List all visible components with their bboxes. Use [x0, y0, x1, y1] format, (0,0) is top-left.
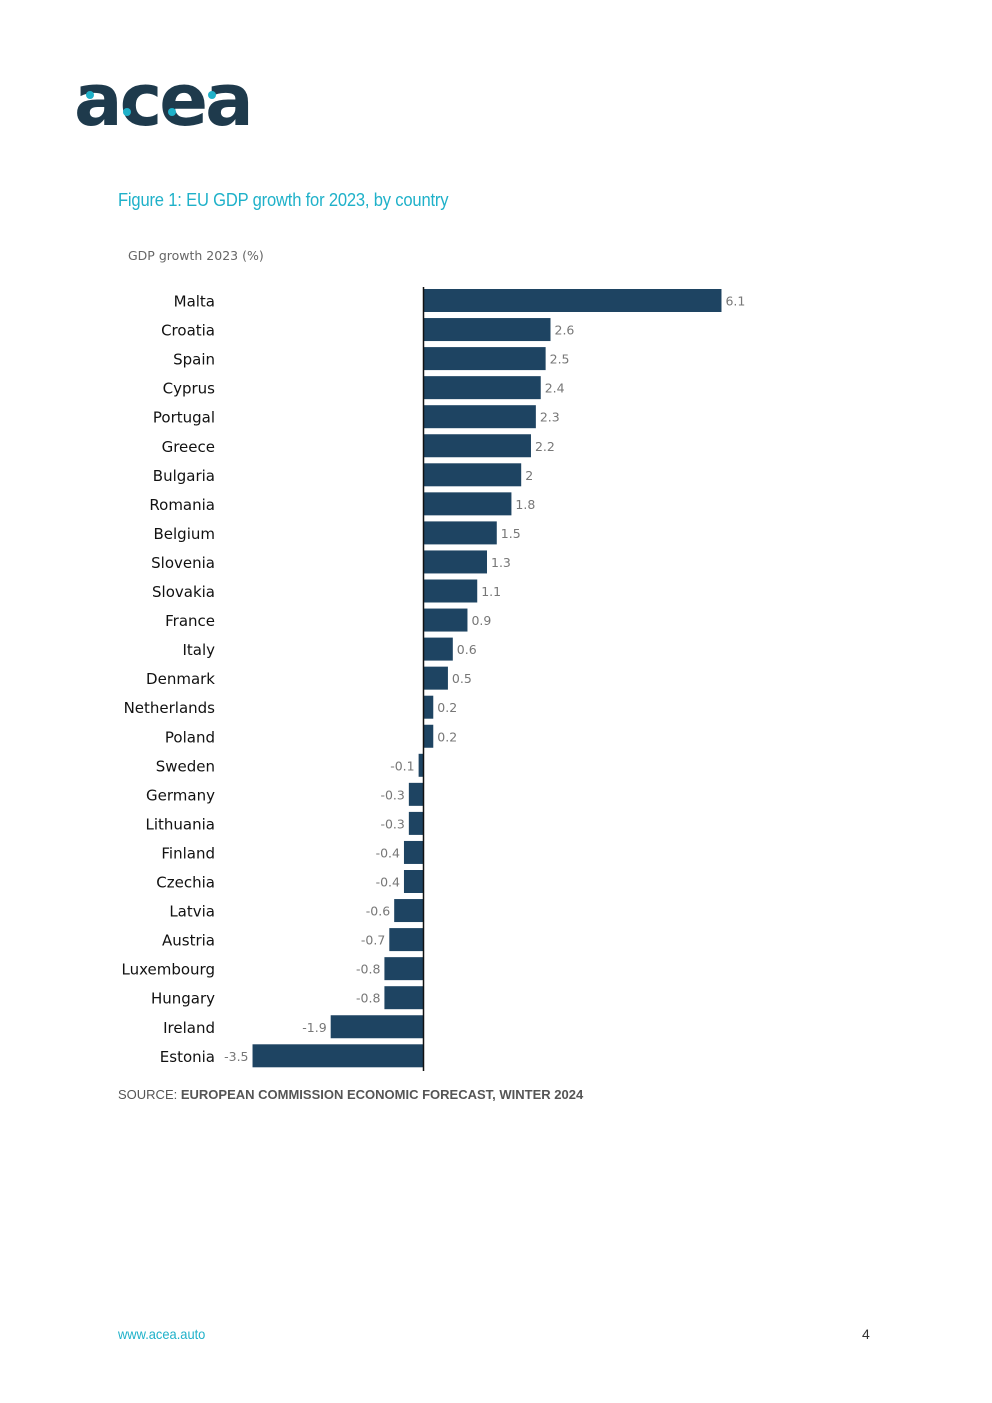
logo-dot-icon — [123, 108, 131, 116]
category-label: Bulgaria — [153, 467, 215, 485]
data-label: -0.3 — [380, 816, 404, 831]
data-label: -0.4 — [376, 845, 400, 860]
category-label: Hungary — [151, 990, 215, 1008]
chart-subtitle: GDP growth 2023 (%) — [128, 248, 264, 263]
data-label: 2 — [525, 468, 533, 483]
data-label: -0.8 — [356, 991, 380, 1006]
bar — [384, 986, 424, 1010]
bar — [252, 1044, 424, 1068]
bar — [403, 870, 424, 893]
data-label: -0.4 — [376, 875, 400, 890]
category-label: Denmark — [146, 670, 215, 688]
bar — [330, 1015, 424, 1039]
bar — [418, 753, 424, 777]
category-label: Italy — [182, 641, 215, 659]
logo-text: acea — [74, 60, 251, 140]
data-label: -1.9 — [302, 1020, 326, 1035]
category-label: Austria — [162, 932, 215, 950]
bar — [389, 928, 424, 952]
bar — [423, 463, 522, 487]
page-number: 4 — [862, 1326, 870, 1342]
data-label: 1.3 — [491, 555, 511, 570]
source-value: EUROPEAN COMMISSION ECONOMIC FORECAST, W… — [180, 1087, 584, 1102]
data-label: 1.8 — [515, 497, 535, 512]
data-label: 2.5 — [550, 352, 570, 367]
bar — [394, 899, 424, 923]
bar — [423, 405, 536, 429]
category-label: Croatia — [161, 322, 215, 340]
category-label: Luxembourg — [122, 961, 216, 979]
category-label: Greece — [162, 438, 215, 456]
bar — [423, 347, 546, 371]
data-label: 0.2 — [437, 700, 457, 715]
data-label: 2.6 — [555, 323, 575, 338]
source-label: SOURCE: — [118, 1087, 178, 1102]
data-label: 1.1 — [481, 584, 501, 599]
bar — [423, 318, 551, 342]
bar — [423, 550, 488, 574]
category-label: Netherlands — [124, 699, 216, 717]
footer-url[interactable]: www.acea.auto — [118, 1326, 206, 1342]
bar — [423, 695, 434, 719]
bar — [408, 782, 424, 806]
bar — [408, 811, 424, 835]
category-label: Slovakia — [152, 583, 215, 601]
bar — [423, 289, 722, 312]
bar — [423, 579, 478, 603]
category-label: Ireland — [163, 1019, 215, 1037]
data-label: -0.1 — [390, 758, 414, 773]
data-label: 0.6 — [457, 642, 477, 657]
data-label: 0.2 — [437, 729, 457, 744]
category-label: France — [165, 612, 215, 630]
data-label: 1.5 — [501, 526, 521, 541]
bar — [423, 434, 531, 458]
data-label: 6.1 — [725, 294, 745, 309]
logo-dot-icon — [208, 91, 216, 99]
bar — [423, 608, 468, 632]
bar — [423, 376, 541, 400]
category-label: Romania — [149, 496, 215, 514]
logo-dot-icon — [168, 108, 176, 116]
category-label: Cyprus — [163, 380, 216, 398]
category-label: Portugal — [153, 409, 215, 427]
data-label: 2.4 — [545, 381, 565, 396]
bar — [423, 724, 434, 748]
data-label: 2.3 — [540, 410, 560, 425]
figure-title: Figure 1: EU GDP growth for 2023, by cou… — [118, 190, 449, 210]
data-label: -0.7 — [361, 933, 385, 948]
category-label: Malta — [174, 293, 215, 311]
data-label: -0.8 — [356, 962, 380, 977]
category-label: Spain — [173, 351, 215, 369]
category-label: Czechia — [156, 874, 215, 892]
bar — [423, 492, 512, 516]
bar — [403, 840, 424, 864]
category-label: Belgium — [154, 525, 216, 543]
data-label: -0.6 — [366, 904, 390, 919]
bar — [423, 637, 453, 661]
acea-logo: acea — [74, 60, 252, 140]
data-label: -3.5 — [224, 1049, 248, 1064]
data-label: 0.5 — [452, 671, 472, 686]
category-label: Estonia — [160, 1048, 215, 1066]
category-label: Poland — [165, 728, 215, 746]
bar — [384, 957, 424, 981]
data-label: 0.9 — [471, 613, 491, 628]
source-note: SOURCE: EUROPEAN COMMISSION ECONOMIC FOR… — [118, 1087, 583, 1102]
logo-dot-icon — [86, 91, 94, 99]
category-label: Latvia — [169, 903, 215, 921]
bar — [423, 666, 448, 690]
category-label: Sweden — [156, 757, 215, 775]
data-label: 2.2 — [535, 439, 555, 454]
category-label: Finland — [161, 844, 215, 862]
category-label: Slovenia — [151, 554, 215, 572]
category-label: Germany — [146, 786, 215, 804]
category-label: Lithuania — [146, 815, 215, 833]
data-label: -0.3 — [380, 787, 404, 802]
bar — [423, 521, 497, 545]
